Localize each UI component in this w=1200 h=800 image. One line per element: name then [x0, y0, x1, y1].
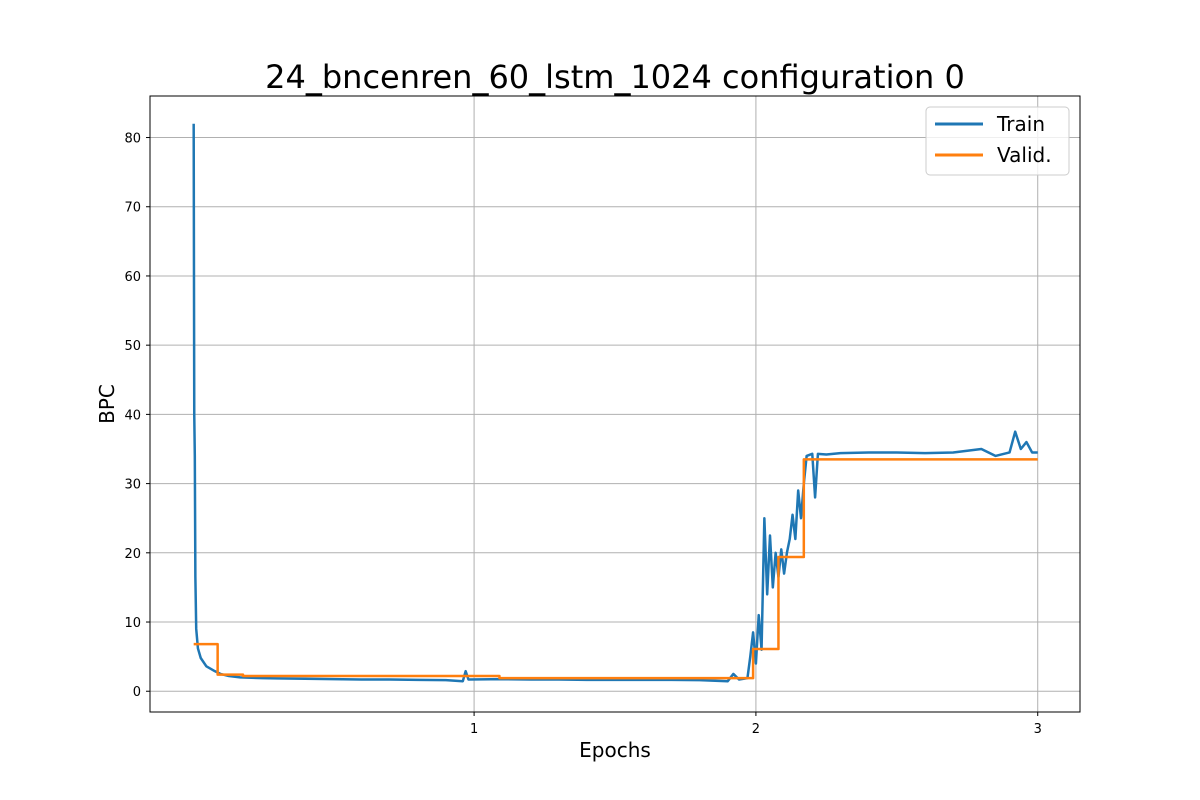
- y-tick-label: 40: [124, 408, 141, 423]
- x-tick-label: 3: [1034, 722, 1042, 737]
- grid-layer: [150, 96, 1080, 712]
- y-axis-label: BPC: [95, 384, 119, 424]
- y-tick-label: 30: [124, 478, 141, 493]
- legend-label-valid: Valid.: [997, 143, 1052, 167]
- y-tick-label: 10: [124, 616, 141, 631]
- series-line-train: [192, 123, 1038, 683]
- legend-label-train: Train: [996, 112, 1045, 136]
- series-line-valid: [193, 458, 1038, 680]
- y-tick-label: 70: [124, 201, 141, 216]
- y-tick-label: 50: [124, 339, 141, 354]
- y-tick-label: 60: [124, 270, 141, 285]
- y-tick-label: 80: [124, 132, 141, 147]
- x-tick-label: 1: [470, 722, 478, 737]
- x-tick-label: 2: [752, 722, 760, 737]
- y-tick-label: 20: [124, 547, 141, 562]
- tick-layer: 0 10 20 30 40 50 60 70 80 1 2 3: [124, 132, 1041, 737]
- legend: Train Valid.: [925, 106, 1070, 176]
- chart-title: 24_bncenren_60_lstm_1024 configuration 0: [265, 58, 965, 96]
- plot-frame: [149, 95, 1081, 713]
- x-axis-label: Epochs: [579, 738, 651, 762]
- y-tick-label: 0: [133, 685, 141, 700]
- series-layer: [192, 123, 1038, 683]
